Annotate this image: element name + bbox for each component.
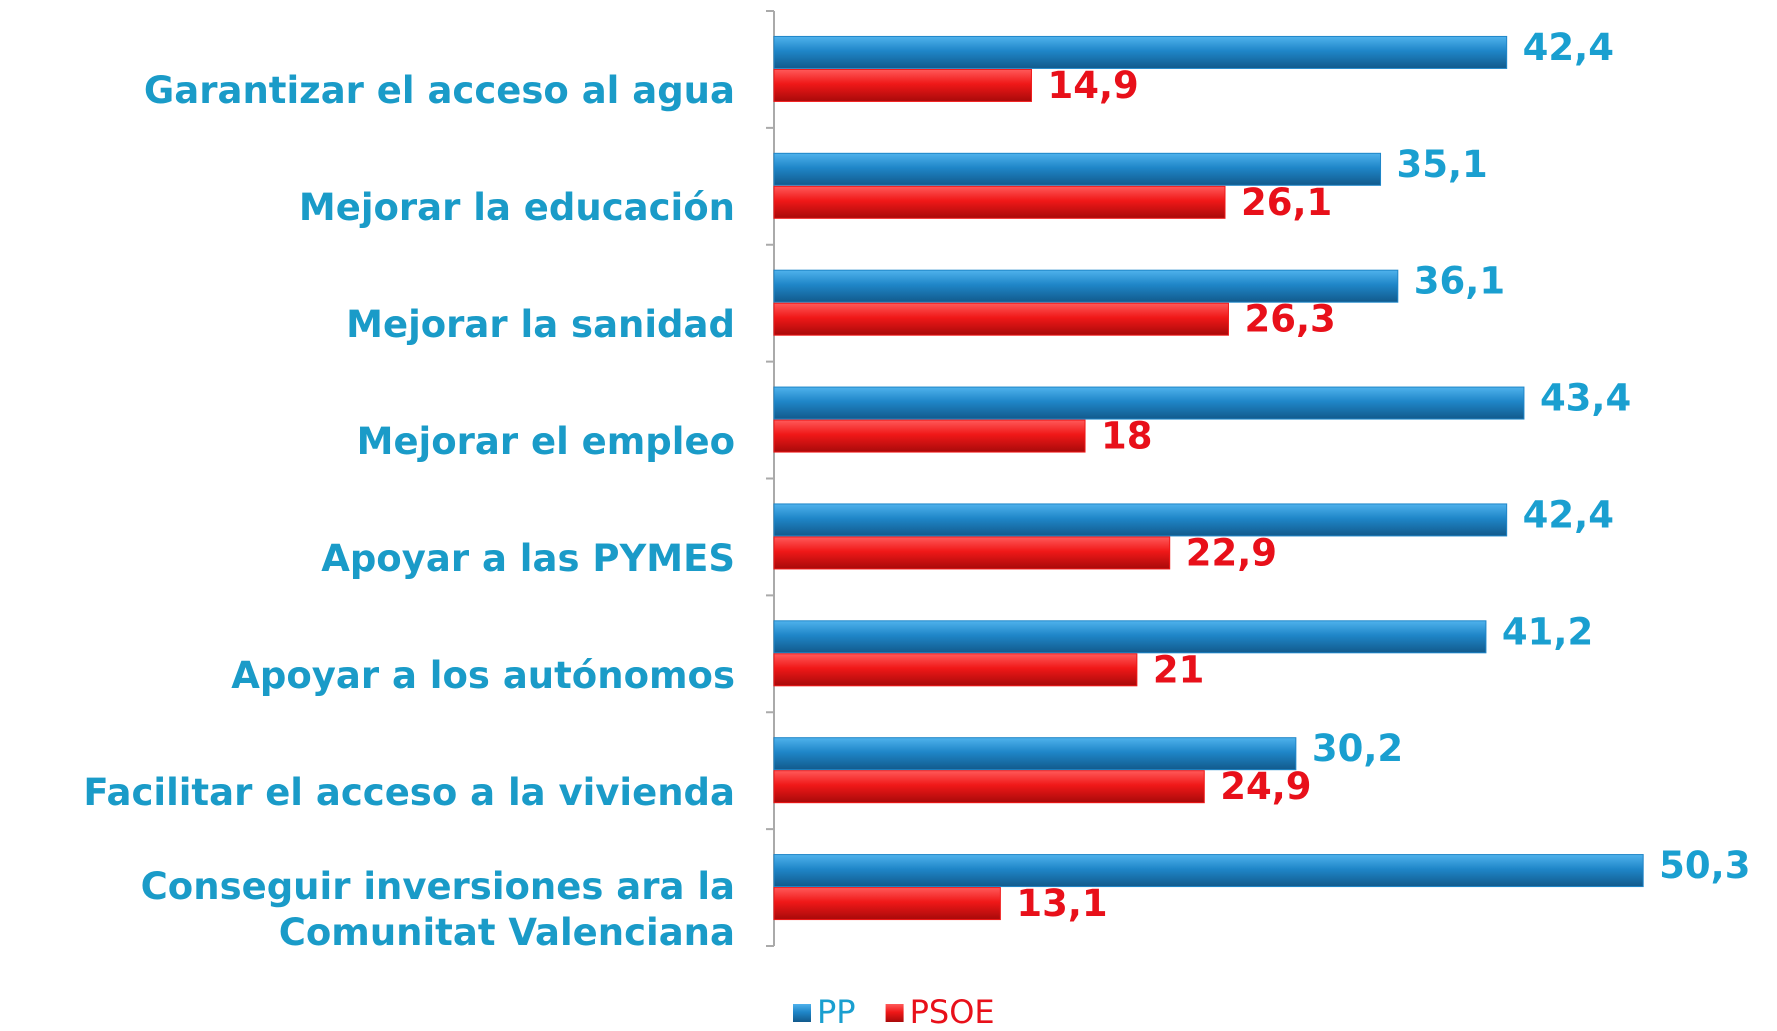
- value-label: 42,4: [1523, 493, 1614, 536]
- bar: [773, 620, 1487, 654]
- value-label: 42,4: [1523, 26, 1614, 69]
- legend-swatch: [885, 1004, 904, 1022]
- value-label: 22,9: [1186, 531, 1277, 574]
- category-label: Apoyar a las PYMES: [321, 536, 735, 580]
- category-label: Apoyar a los autónomos: [231, 653, 735, 697]
- bar: [773, 737, 1297, 771]
- legend-label: PSOE: [910, 993, 995, 1031]
- bar: [773, 386, 1525, 420]
- value-label: 14,9: [1047, 64, 1138, 107]
- bar: [773, 302, 1229, 336]
- bar: [773, 536, 1171, 570]
- category-label: Conseguir inversiones ara la Comunitat V…: [140, 864, 735, 954]
- value-label: 43,4: [1540, 377, 1631, 420]
- category-label: Garantizar el acceso al agua: [143, 69, 735, 113]
- bar: [773, 503, 1508, 537]
- bar: [773, 35, 1508, 69]
- category-label: Mejorar el empleo: [356, 420, 735, 464]
- value-label: 41,2: [1502, 610, 1593, 653]
- value-label: 36,1: [1414, 260, 1505, 303]
- bar: [773, 854, 1644, 888]
- bar: [773, 887, 1001, 921]
- legend-swatch: [793, 1004, 811, 1022]
- category-label: Mejorar la educación: [298, 186, 735, 230]
- value-label: 18: [1101, 415, 1153, 458]
- category-label: Mejorar la sanidad: [346, 303, 735, 347]
- bar: [773, 653, 1138, 687]
- value-label: 26,3: [1244, 298, 1335, 341]
- bar: [773, 185, 1226, 219]
- bar: [773, 68, 1032, 102]
- value-label: 35,1: [1397, 143, 1488, 186]
- bar: [773, 770, 1205, 804]
- bar: [773, 269, 1399, 303]
- value-label: 50,3: [1659, 844, 1750, 887]
- value-label: 13,1: [1016, 882, 1107, 925]
- value-label: 24,9: [1220, 765, 1311, 808]
- value-label: 30,2: [1312, 727, 1403, 770]
- bar: [773, 152, 1382, 186]
- legend-label: PP: [817, 993, 856, 1031]
- bar: [773, 419, 1086, 453]
- category-label: Facilitar el acceso a la vivienda: [83, 770, 735, 814]
- value-label: 26,1: [1241, 181, 1332, 224]
- value-label: 21: [1153, 648, 1205, 691]
